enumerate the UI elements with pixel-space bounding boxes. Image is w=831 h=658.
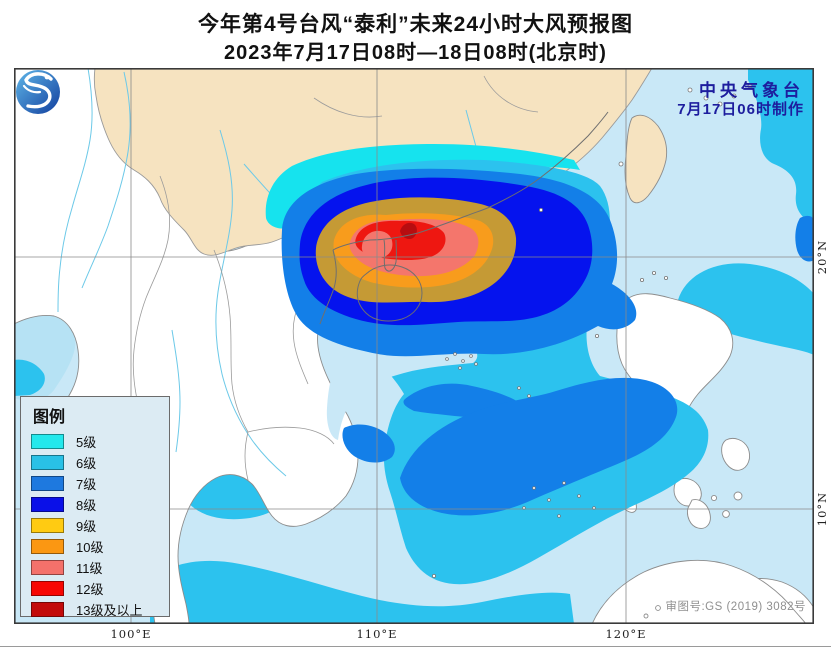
legend-label: 10级: [76, 540, 104, 555]
legend-item: 8级: [31, 494, 169, 515]
legend-label: 6级: [76, 456, 97, 471]
page-subtitle: 2023年7月17日08时—18日08时(北京时): [224, 42, 607, 64]
legend-item: 13级及以上: [31, 599, 169, 620]
legend-item: 12级: [31, 578, 169, 599]
forecast-map: 中央气象台 7月17日06时制作 图例 5级 6级 7级 8级 9级 10级 1…: [14, 68, 814, 624]
legend-swatch: [31, 560, 64, 575]
legend-label: 5级: [76, 435, 97, 450]
cma-logo-icon: [16, 70, 60, 114]
legend-swatch: [31, 581, 64, 596]
agency-issue-time: 7月17日06时制作: [677, 101, 804, 119]
wind-farfield: [14, 68, 814, 624]
legend-swatch: [31, 518, 64, 533]
legend-label: 7级: [76, 477, 97, 492]
lon-label-100e: 100°E: [110, 627, 152, 641]
legend-item: 11级: [31, 557, 169, 578]
map-approval-number: 审图号:GS (2019) 3082号: [665, 601, 806, 613]
wind-layer-13: [400, 222, 417, 240]
legend-swatch: [31, 455, 64, 470]
agency-block: 中央气象台 7月17日06时制作: [677, 80, 804, 120]
legend-label: 12级: [76, 582, 104, 597]
small-islands: [431, 83, 753, 578]
agency-name: 中央气象台: [699, 81, 804, 100]
page-bottom-rule: [0, 646, 831, 647]
lon-label-120e: 120°E: [605, 627, 647, 641]
legend-swatch: [31, 476, 64, 491]
legend-item: 5级: [31, 431, 169, 452]
lat-label-20n: 20°N: [815, 239, 829, 275]
legend-item: 9级: [31, 515, 169, 536]
page-title: 今年第4号台风“泰利”未来24小时大风预报图: [197, 13, 634, 36]
sea-gap: [326, 333, 478, 440]
legend-swatch: [31, 497, 64, 512]
lat-label-10n: 10°N: [815, 491, 829, 527]
legend-item: 10级: [31, 536, 169, 557]
legend-item: 7级: [31, 473, 169, 494]
hainan-outline: [356, 264, 423, 322]
country-borders: [132, 75, 539, 481]
legend-item: 6级: [31, 452, 169, 473]
legend-swatch: [31, 434, 64, 449]
legend-label: 8级: [76, 498, 97, 513]
map-border: [14, 68, 814, 624]
legend-title: 图例: [33, 409, 66, 426]
map-canvas: [14, 68, 814, 624]
legend-label: 9级: [76, 519, 97, 534]
lon-label-110e: 110°E: [356, 627, 398, 641]
legend-swatch: [31, 539, 64, 554]
legend-box: 图例 5级 6级 7级 8级 9级 10级 11级 12级 13级及以上: [20, 396, 170, 620]
wind-layer-7-coast: [342, 424, 395, 463]
legend-label: 13级及以上: [76, 603, 143, 618]
wind-layer-7-scs: [400, 377, 678, 516]
legend-swatch: [31, 602, 64, 617]
coastline-overlays: [319, 111, 609, 325]
legend-label: 11级: [76, 561, 103, 576]
